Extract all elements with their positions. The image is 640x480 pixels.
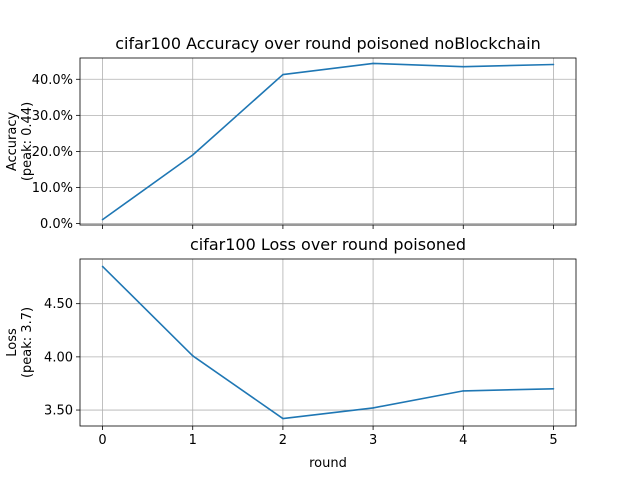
loss-series-line: [101, 265, 554, 420]
accuracy-data-point: [101, 218, 104, 221]
accuracy-data-point: [462, 65, 465, 68]
loss-subplot: 0 1 2 3 4 5 3.50 4.00 4.50 cifar100 Loss over ro…: [5, 235, 577, 471]
loss-y-tick-label: 4.50: [44, 297, 73, 312]
loss-x-tick-label: 1: [189, 433, 197, 448]
loss-ticks: 0 1 2 3 4 5 3.50 4.00 4.50: [44, 297, 558, 448]
loss-x-tick-label: 2: [279, 433, 287, 448]
loss-x-axis-label: round: [309, 456, 347, 471]
loss-data-point: [191, 354, 194, 357]
loss-data-point: [372, 407, 374, 409]
loss-data-point: [101, 265, 104, 268]
accuracy-chart-title: cifar100 Accuracy over round poisoned no…: [115, 34, 541, 53]
loss-x-tick-label: 4: [459, 433, 467, 448]
accuracy-y-axis-sublabel: (peak: 0.44): [20, 102, 35, 181]
loss-y-axis-sublabel: (peak: 3.7): [20, 307, 35, 378]
loss-chart-title: cifar100 Loss over round poisoned: [190, 235, 466, 254]
loss-data-point: [462, 390, 465, 392]
loss-series: [101, 265, 555, 420]
accuracy-y-axis-label: Accuracy: [5, 112, 20, 172]
accuracy-axes-frame: [79, 57, 577, 226]
loss-x-tick-label: 5: [549, 433, 557, 448]
loss-y-tick-label: 4.00: [44, 350, 73, 365]
accuracy-y-tick-label: 10.0%: [32, 181, 73, 196]
loss-y-axis-label: Loss: [5, 328, 20, 357]
accuracy-data-point: [552, 63, 555, 66]
accuracy-subplot: 0.0% 10.0% 20.0% 30.0% 40.0% cifar100 Accura…: [5, 34, 577, 232]
accuracy-y-tick-label: 30.0%: [32, 109, 73, 124]
loss-data-point: [552, 387, 555, 390]
accuracy-series-line: [102, 62, 554, 221]
accuracy-y-tick-label: 20.0%: [32, 145, 73, 160]
loss-grid: [80, 259, 576, 426]
accuracy-data-point: [282, 73, 284, 76]
loss-y-tick-label: 3.50: [44, 404, 73, 419]
loss-data-point: [282, 417, 284, 420]
accuracy-series: [101, 62, 555, 221]
accuracy-y-tick-label: 0.0%: [40, 217, 73, 232]
accuracy-data-point: [372, 62, 374, 65]
accuracy-data-point: [191, 154, 194, 156]
loss-x-tick-label: 0: [98, 433, 106, 448]
loss-axes-frame: [79, 258, 577, 427]
accuracy-ticks: 0.0% 10.0% 20.0% 30.0% 40.0%: [32, 73, 554, 232]
loss-x-tick-label: 3: [369, 433, 377, 448]
accuracy-grid: [80, 58, 576, 225]
accuracy-y-tick-label: 40.0%: [32, 73, 73, 88]
